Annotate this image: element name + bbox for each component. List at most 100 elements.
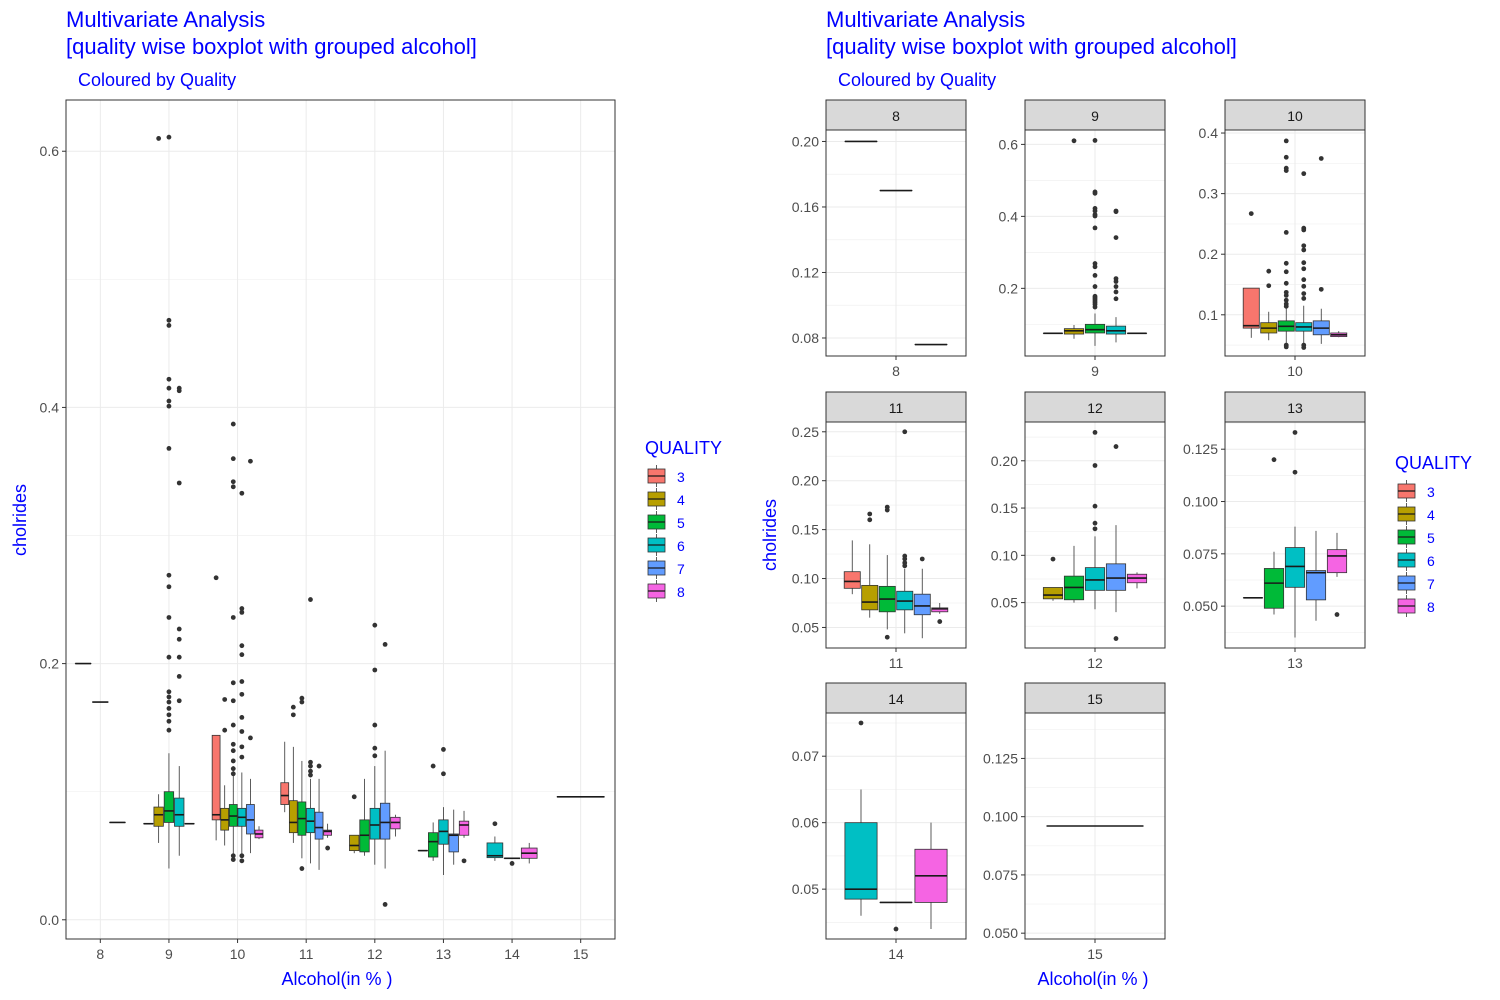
left-outlier-point xyxy=(239,609,245,615)
right-legend-label-4: 4 xyxy=(1427,507,1435,523)
left-outlier-point xyxy=(166,615,172,620)
facet-11-outlier-point xyxy=(867,511,873,517)
facet-10-outlier-point xyxy=(1301,283,1307,289)
right-legend-title: QUALITY xyxy=(1395,453,1472,473)
left-outlier-point xyxy=(308,759,313,765)
left-outlier-point xyxy=(166,699,172,705)
left-outlier-point xyxy=(239,853,245,859)
left-outlier-point xyxy=(166,572,172,578)
facet-11-y-tick-label: 0.25 xyxy=(792,424,819,440)
left-outlier-point xyxy=(290,704,296,710)
facet-13-x-tick-label: 13 xyxy=(1287,655,1303,671)
facet-13-outlier-point xyxy=(1271,457,1277,463)
left-outlier-point xyxy=(166,706,172,711)
left-outlier-point xyxy=(176,654,182,660)
facet-9-outlier-point xyxy=(1113,279,1119,284)
left-title-line2: [quality wise boxplot with grouped alcoh… xyxy=(66,34,477,59)
left-outlier-point xyxy=(299,695,305,701)
left-outlier-point xyxy=(230,615,236,620)
facet-13-strip xyxy=(1224,391,1366,423)
left-outlier-point xyxy=(248,735,253,741)
right-subtitle: Coloured by Quality xyxy=(838,70,996,90)
left-legend-label-3: 3 xyxy=(677,469,685,485)
left-outlier-point xyxy=(299,699,305,705)
left-outlier-point xyxy=(382,641,388,647)
left-box-q5 xyxy=(163,791,175,823)
left-outlier-point xyxy=(230,698,236,704)
left-outlier-point xyxy=(166,317,172,323)
facet-10-strip xyxy=(1224,99,1366,131)
facet-11-outlier-point xyxy=(937,619,943,624)
facet-10-outlier-point xyxy=(1301,227,1307,233)
left-box-q4 xyxy=(153,806,164,827)
facet-14-strip-label: 14 xyxy=(888,691,904,707)
left-outlier-point xyxy=(166,727,172,733)
facet-13-y-tick-label: 0.075 xyxy=(1183,546,1218,562)
facet-11-y-tick-label: 0.15 xyxy=(792,522,819,538)
left-panel-bg xyxy=(66,100,615,939)
facet-13-outlier-point xyxy=(1334,612,1340,617)
facet-9-outlier-point xyxy=(1113,289,1119,295)
left-outlier-point xyxy=(239,715,245,720)
facet-10-x-tick-label: 10 xyxy=(1287,363,1303,379)
left-outlier-point xyxy=(176,480,182,486)
facet-12-outlier-point xyxy=(1092,520,1098,526)
facet-9-x-tick-label: 9 xyxy=(1091,363,1099,379)
facet-12-y-tick-label: 0.15 xyxy=(991,500,1018,516)
facet-14-x-tick-label: 14 xyxy=(888,946,904,962)
left-outlier-point xyxy=(239,729,245,734)
facet-10-outlier-point xyxy=(1248,211,1254,217)
left-outlier-point xyxy=(230,748,236,754)
facet-9-strip-label: 9 xyxy=(1091,108,1099,124)
facet-10-outlier-point xyxy=(1301,345,1307,350)
facet-12-outlier-point xyxy=(1113,444,1119,449)
left-legend-label-5: 5 xyxy=(677,515,685,531)
facet-14-outlier-point xyxy=(858,720,864,726)
facet-12-outlier-point xyxy=(1092,430,1098,435)
facet-15-x-tick-label: 15 xyxy=(1087,946,1103,962)
facet-11-strip-label: 11 xyxy=(889,400,904,416)
left-outlier-point xyxy=(299,866,305,871)
facet-10-y-tick-label: 0.1 xyxy=(1199,307,1219,323)
facet-12-y-tick-label: 0.20 xyxy=(991,453,1018,469)
left-outlier-point xyxy=(166,718,172,724)
left-box-q8 xyxy=(323,829,332,836)
left-outlier-point xyxy=(230,771,236,777)
facet-10-y-tick-label: 0.2 xyxy=(1199,246,1219,262)
facet-12-y-tick-label: 0.05 xyxy=(991,595,1018,611)
left-outlier-point xyxy=(156,136,162,141)
facet-13-outlier-point xyxy=(1292,469,1298,475)
left-outlier-point xyxy=(308,597,313,602)
right-legend-label-6: 6 xyxy=(1427,553,1435,569)
facet-10-box-q3 xyxy=(1242,287,1260,329)
right-legend-label-3: 3 xyxy=(1427,484,1435,500)
facet-12-x-tick-label: 12 xyxy=(1087,655,1103,671)
left-x-tick-label: 11 xyxy=(299,946,314,962)
facet-8-y-tick-label: 0.08 xyxy=(792,330,819,346)
left-outlier-point xyxy=(461,858,467,864)
facet-10-outlier-point xyxy=(1283,154,1289,160)
facet-14-y-tick-label: 0.07 xyxy=(792,748,819,764)
facet-11-outlier-point xyxy=(867,517,873,523)
left-outlier-point xyxy=(166,134,172,140)
facet-9-strip xyxy=(1024,99,1166,131)
facet-10-outlier-point xyxy=(1301,291,1307,296)
left-legend-title: QUALITY xyxy=(645,438,722,458)
facet-14-panel-border xyxy=(825,712,967,940)
left-outlier-point xyxy=(166,385,172,391)
left-y-tick-label: 0.4 xyxy=(40,399,60,415)
left-outlier-point xyxy=(239,490,245,496)
left-outlier-point xyxy=(230,741,236,747)
facet-10-outlier-point xyxy=(1283,297,1289,303)
facet-10-outlier-point xyxy=(1283,138,1289,144)
facet-8-strip-label: 8 xyxy=(892,108,900,124)
facet-10-outlier-point xyxy=(1266,268,1272,274)
left-outlier-point xyxy=(372,667,378,673)
facet-9-outlier-point xyxy=(1092,272,1098,278)
left-x-tick-label: 15 xyxy=(573,946,589,962)
left-outlier-point xyxy=(382,902,388,907)
facet-11-y-tick-label: 0.05 xyxy=(792,619,819,635)
facet-9-outlier-point xyxy=(1071,138,1077,144)
facet-13-y-tick-label: 0.125 xyxy=(1183,441,1218,457)
